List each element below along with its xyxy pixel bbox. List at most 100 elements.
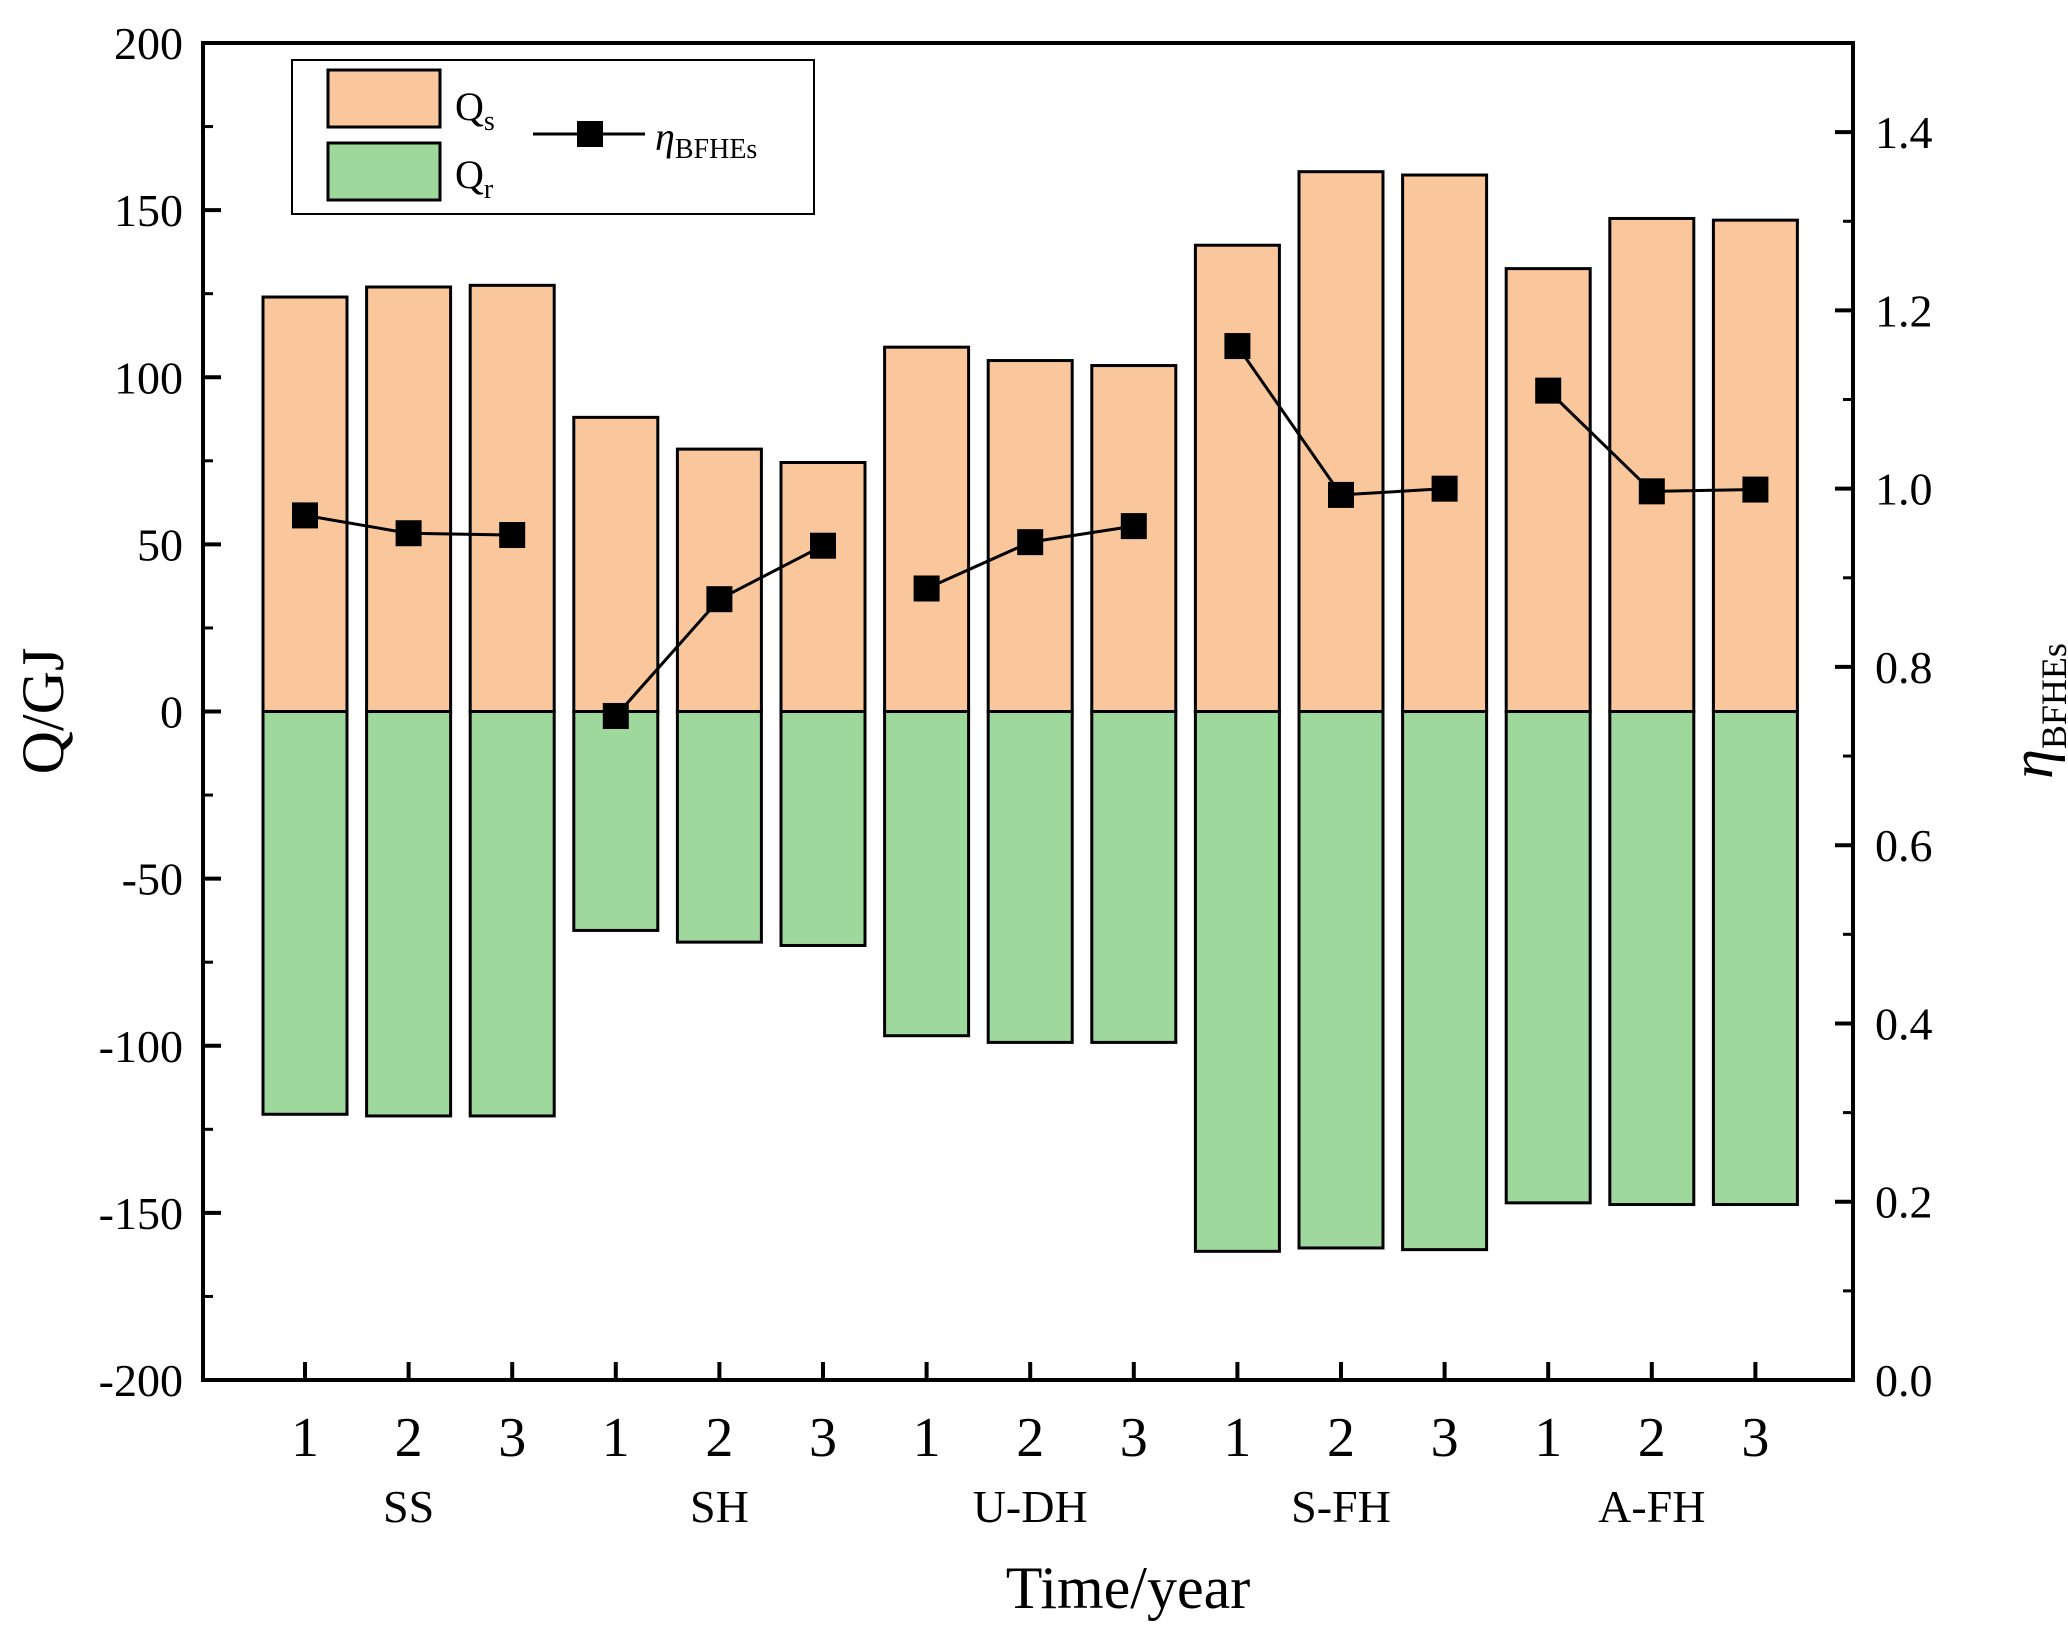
- x-tick-label: 2: [705, 1407, 733, 1469]
- eta-point-1: [292, 502, 318, 529]
- y-tick-label: 200: [114, 18, 183, 69]
- y-tick-label: -150: [99, 1188, 183, 1239]
- bar-qs-3: [468, 283, 556, 713]
- y2-axis-title-symbol: η: [1999, 749, 2065, 779]
- eta-point-6: [810, 532, 836, 559]
- y-tick-label: 50: [137, 519, 183, 570]
- eta-point-8: [1017, 529, 1044, 556]
- bar-qs-14: [1608, 216, 1696, 713]
- x-group-label: U-DH: [973, 1481, 1088, 1532]
- y-tick-label: -50: [122, 854, 183, 905]
- y2-axis-title: ηBFHEs: [1999, 643, 2068, 779]
- efficiency-line-layer: [292, 333, 1769, 729]
- legend-qs-name: Q: [455, 84, 484, 129]
- x-tick-label: 2: [1327, 1407, 1355, 1469]
- x-tick-label: 1: [602, 1407, 630, 1469]
- eta-point-3: [499, 522, 526, 549]
- x-tick-label: 3: [809, 1407, 837, 1469]
- eta-line-segment-8: [1029, 524, 1135, 544]
- legend-qs-sub: s: [484, 106, 495, 137]
- x-tick-label: 2: [1016, 1407, 1044, 1469]
- y2-tick-label: 1.0: [1875, 464, 1933, 515]
- y2-axis-title-sub: BFHEs: [2034, 643, 2068, 749]
- bar-qr-6: [779, 710, 867, 947]
- y-tick-label: -200: [99, 1355, 183, 1406]
- x-tick-label: 1: [1223, 1407, 1251, 1469]
- eta-point-14: [1638, 478, 1665, 505]
- eta-point-11: [1328, 481, 1354, 508]
- eta-line-segment-14: [1651, 488, 1756, 493]
- bar-qr-14: [1608, 710, 1696, 1207]
- x-tick-label: 3: [1120, 1407, 1148, 1469]
- eta-line-segment-2: [408, 531, 513, 537]
- eta-line-segment-1: [304, 513, 409, 535]
- bar-qr-2: [365, 710, 453, 1118]
- eta-point-5: [706, 586, 733, 613]
- eta-line-segment-11: [1340, 487, 1445, 497]
- bar-qs-15: [1711, 218, 1799, 713]
- x-tick-label: 1: [1534, 1407, 1562, 1469]
- x-tick-label: 2: [1638, 1407, 1666, 1469]
- eta-point-13: [1535, 377, 1562, 404]
- legend-swatch-qs: [326, 68, 442, 129]
- x-group-label: S-FH: [1291, 1481, 1391, 1532]
- x-tick-label: 3: [1431, 1407, 1459, 1469]
- bar-qs-7: [883, 345, 971, 713]
- bar-qr-4: [572, 710, 660, 932]
- eta-point-10: [1224, 333, 1251, 360]
- bar-qr-3: [468, 710, 556, 1118]
- bar-qs-10: [1193, 243, 1281, 713]
- x-axis-title: Time/year: [1006, 1555, 1250, 1621]
- bar-qr-7: [883, 710, 971, 1038]
- x-group-label: SH: [690, 1481, 749, 1532]
- eta-point-2: [395, 520, 422, 547]
- eta-point-7: [913, 575, 940, 602]
- bar-qr-12: [1401, 710, 1489, 1252]
- y2-tick-label: 0.4: [1875, 998, 1933, 1049]
- bar-qs-2: [365, 285, 453, 713]
- y2-tick-label: 1.2: [1875, 285, 1933, 336]
- bar-qr-15: [1711, 710, 1799, 1207]
- bar-qr-9: [1090, 710, 1178, 1044]
- bar-qr-5: [675, 710, 763, 944]
- bar-qr-11: [1297, 710, 1385, 1250]
- y2-tick-label: 0.8: [1875, 642, 1933, 693]
- legend-label-qr: Qr: [455, 152, 494, 205]
- legend-label-eta: ηBFHEs: [655, 114, 757, 165]
- eta-line-segment-10: [1236, 345, 1343, 496]
- x-tick-label: 3: [1741, 1407, 1769, 1469]
- y2-tick-label: 0.0: [1875, 1355, 1933, 1406]
- axes-layer: 200 150 100 50 0 -50 -100 -150 -200 1.4 1.2 1.0 0.8 0…: [99, 18, 1933, 1532]
- eta-line-segment-4: [614, 598, 721, 717]
- legend-label-qs: Qs: [455, 84, 495, 137]
- legend: Qs Qr ηBFHEs: [291, 59, 815, 215]
- eta-line-segment-7: [925, 540, 1031, 590]
- bar-qs-5: [675, 447, 763, 713]
- x-tick-label: 1: [291, 1407, 319, 1469]
- legend-eta-sub: BFHEs: [675, 134, 757, 165]
- eta-point-15: [1742, 476, 1769, 503]
- y-tick-label: 0: [160, 687, 183, 738]
- bar-qr-1: [261, 710, 349, 1116]
- x-group-label: A-FH: [1598, 1481, 1705, 1532]
- bars-layer: [261, 170, 1799, 1253]
- eta-point-12: [1431, 475, 1458, 502]
- legend-qr-name: Q: [455, 152, 484, 197]
- y-axis-title: Q/GJ: [10, 648, 76, 775]
- x-group-label: SS: [383, 1481, 434, 1532]
- y2-tick-label: 0.2: [1875, 1177, 1933, 1228]
- legend-marker-eta: [577, 121, 603, 147]
- bar-qs-12: [1401, 173, 1489, 713]
- svg-text:ηBFHEs: ηBFHEs: [1999, 643, 2068, 779]
- bar-qs-11: [1297, 170, 1385, 713]
- y2-tick-label: 0.6: [1875, 820, 1933, 871]
- x-tick-label: 2: [395, 1407, 423, 1469]
- y-tick-label: -100: [99, 1021, 183, 1072]
- bar-qr-10: [1193, 710, 1281, 1253]
- y-tick-label: 100: [114, 352, 183, 403]
- y-tick-label: 150: [114, 185, 183, 236]
- legend-eta-name: η: [655, 114, 675, 159]
- bar-qr-13: [1504, 710, 1592, 1205]
- legend-qr-sub: r: [484, 174, 494, 205]
